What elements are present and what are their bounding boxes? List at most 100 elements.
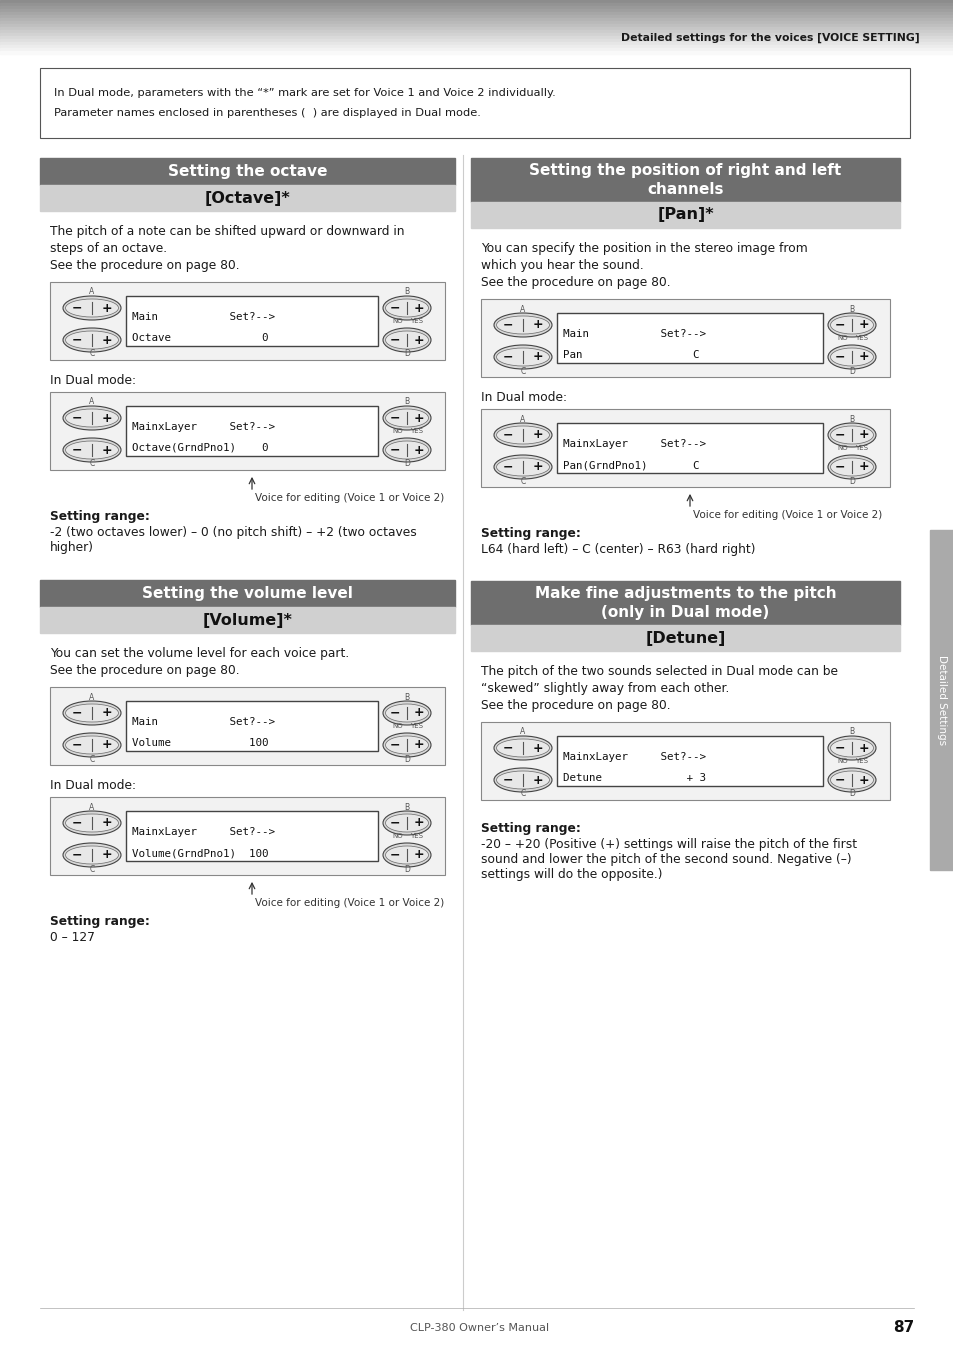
Text: A: A bbox=[519, 727, 525, 736]
Bar bbox=[50, 392, 444, 470]
Text: Octave              0: Octave 0 bbox=[132, 332, 268, 343]
Text: See the procedure on page 80.: See the procedure on page 80. bbox=[50, 663, 239, 677]
Ellipse shape bbox=[385, 331, 428, 349]
Ellipse shape bbox=[382, 438, 431, 462]
Text: +: + bbox=[532, 742, 542, 754]
Ellipse shape bbox=[494, 736, 552, 761]
Text: NO: NO bbox=[392, 317, 403, 324]
Ellipse shape bbox=[385, 846, 428, 865]
Text: Volume(GrndPno1)  100: Volume(GrndPno1) 100 bbox=[132, 848, 268, 858]
Text: B: B bbox=[404, 802, 409, 812]
FancyBboxPatch shape bbox=[557, 423, 822, 473]
Text: Detailed Settings: Detailed Settings bbox=[936, 655, 946, 744]
Bar bbox=[0, 51, 953, 54]
Text: D: D bbox=[848, 789, 854, 798]
Ellipse shape bbox=[830, 458, 873, 476]
Text: +: + bbox=[413, 412, 424, 424]
Text: −: − bbox=[72, 816, 83, 830]
FancyBboxPatch shape bbox=[126, 296, 377, 346]
Text: +: + bbox=[101, 739, 112, 751]
Text: Voice for editing (Voice 1 or Voice 2): Voice for editing (Voice 1 or Voice 2) bbox=[692, 509, 882, 520]
Ellipse shape bbox=[66, 704, 118, 721]
Bar bbox=[929, 530, 953, 870]
Text: Setting range:: Setting range: bbox=[480, 821, 580, 835]
Ellipse shape bbox=[830, 426, 873, 444]
Text: C: C bbox=[90, 350, 94, 358]
Text: +: + bbox=[858, 350, 868, 363]
Text: −: − bbox=[390, 848, 400, 862]
Text: C: C bbox=[519, 789, 525, 798]
Text: A: A bbox=[90, 693, 94, 701]
Text: +: + bbox=[532, 350, 542, 363]
Text: +: + bbox=[532, 774, 542, 786]
Text: YES: YES bbox=[409, 834, 422, 839]
Text: Voice for editing (Voice 1 or Voice 2): Voice for editing (Voice 1 or Voice 2) bbox=[254, 493, 444, 503]
Text: +: + bbox=[413, 848, 424, 862]
Bar bbox=[0, 36, 953, 39]
Text: +: + bbox=[413, 334, 424, 346]
Ellipse shape bbox=[827, 736, 875, 761]
Ellipse shape bbox=[385, 299, 428, 317]
Text: MainxLayer     Set?-->: MainxLayer Set?--> bbox=[132, 422, 274, 432]
Bar bbox=[0, 15, 953, 18]
Ellipse shape bbox=[827, 313, 875, 336]
Text: +: + bbox=[101, 301, 112, 315]
Text: +: + bbox=[101, 412, 112, 424]
Ellipse shape bbox=[382, 296, 431, 320]
Text: Setting range:: Setting range: bbox=[50, 915, 150, 928]
Text: −: − bbox=[502, 742, 513, 754]
Bar bbox=[40, 68, 909, 138]
Text: Detailed settings for the voices [VOICE SETTING]: Detailed settings for the voices [VOICE … bbox=[620, 32, 919, 43]
Text: Main           Set?-->: Main Set?--> bbox=[132, 717, 274, 727]
Text: B: B bbox=[404, 397, 409, 407]
Ellipse shape bbox=[385, 736, 428, 754]
Text: which you hear the sound.: which you hear the sound. bbox=[480, 259, 643, 272]
Text: Make fine adjustments to the pitch
(only in Dual mode): Make fine adjustments to the pitch (only… bbox=[534, 585, 836, 620]
Text: D: D bbox=[404, 865, 410, 874]
FancyBboxPatch shape bbox=[557, 313, 822, 363]
Bar bbox=[0, 49, 953, 51]
Bar bbox=[50, 282, 444, 359]
Text: Setting range:: Setting range: bbox=[50, 509, 150, 523]
Ellipse shape bbox=[827, 455, 875, 480]
Text: Setting the volume level: Setting the volume level bbox=[142, 586, 353, 601]
Text: B: B bbox=[848, 304, 854, 313]
Ellipse shape bbox=[830, 316, 873, 334]
Text: 0 – 127: 0 – 127 bbox=[50, 931, 94, 944]
Text: +: + bbox=[858, 461, 868, 473]
Bar bbox=[40, 607, 455, 634]
Text: Parameter names enclosed in parentheses (  ) are displayed in Dual mode.: Parameter names enclosed in parentheses … bbox=[54, 108, 480, 118]
Text: You can set the volume level for each voice part.: You can set the volume level for each vo… bbox=[50, 647, 349, 661]
Bar bbox=[0, 39, 953, 42]
Ellipse shape bbox=[496, 771, 549, 789]
Bar bbox=[50, 797, 444, 875]
Bar bbox=[0, 9, 953, 12]
Text: [Octave]*: [Octave]* bbox=[204, 190, 290, 205]
Bar bbox=[40, 185, 455, 211]
Text: +: + bbox=[532, 428, 542, 442]
Ellipse shape bbox=[827, 767, 875, 792]
Bar bbox=[471, 581, 899, 626]
Text: B: B bbox=[404, 693, 409, 701]
Text: B: B bbox=[848, 415, 854, 423]
Text: Pan(GrndPno1)       C: Pan(GrndPno1) C bbox=[562, 459, 699, 470]
Text: −: − bbox=[834, 428, 844, 442]
Ellipse shape bbox=[66, 409, 118, 427]
Text: C: C bbox=[90, 459, 94, 469]
Text: In Dual mode, parameters with the “*” mark are set for Voice 1 and Voice 2 indiv: In Dual mode, parameters with the “*” ma… bbox=[54, 88, 556, 99]
Ellipse shape bbox=[63, 407, 121, 430]
Text: YES: YES bbox=[854, 335, 867, 340]
Ellipse shape bbox=[385, 440, 428, 459]
Ellipse shape bbox=[63, 843, 121, 867]
Text: YES: YES bbox=[854, 444, 867, 451]
Text: In Dual mode:: In Dual mode: bbox=[480, 390, 566, 404]
Text: −: − bbox=[72, 334, 83, 346]
Text: +: + bbox=[413, 301, 424, 315]
Text: −: − bbox=[390, 412, 400, 424]
Bar bbox=[0, 24, 953, 27]
Text: −: − bbox=[502, 319, 513, 331]
Ellipse shape bbox=[63, 328, 121, 353]
Ellipse shape bbox=[63, 701, 121, 725]
Text: NO: NO bbox=[392, 723, 403, 730]
Ellipse shape bbox=[827, 345, 875, 369]
